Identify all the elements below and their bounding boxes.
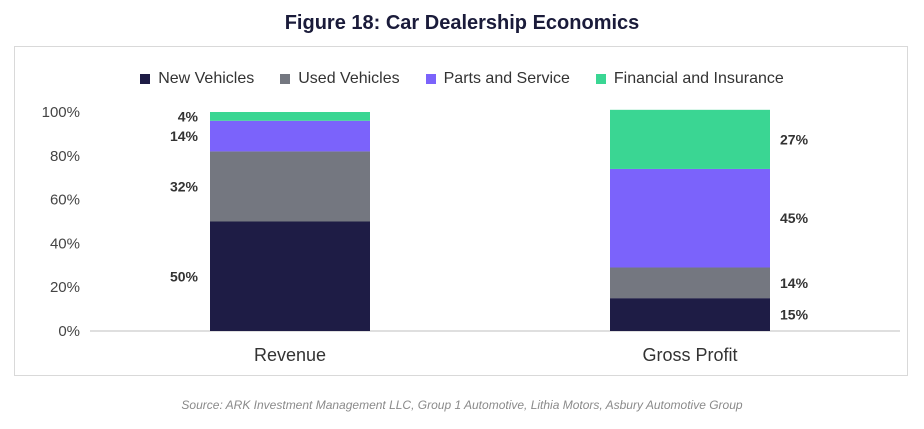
y-tick-label: 20%: [50, 279, 80, 296]
legend-label: Parts and Service: [443, 70, 570, 87]
bar-segment: [610, 109, 770, 169]
legend-swatch: [280, 74, 291, 84]
legend-label: Used Vehicles: [298, 70, 400, 87]
legend-swatch: [140, 74, 151, 84]
y-tick-label: 100%: [42, 104, 80, 121]
legend-swatch: [595, 74, 606, 84]
bar-segment: [210, 221, 370, 331]
data-label: 32%: [170, 178, 199, 194]
legend-item: New Vehicles: [140, 70, 254, 88]
chart-title: Figure 18: Car Dealership Economics: [284, 12, 640, 34]
category-label: Gross Profit: [642, 345, 737, 365]
bar-segment: [210, 120, 370, 152]
legend-item: Financial and Insurance: [595, 70, 784, 88]
bar-segment: [610, 298, 770, 331]
data-label: 27%: [780, 131, 809, 147]
legend-item: Used Vehicles: [280, 70, 400, 88]
legend-label: Financial and Insurance: [613, 70, 784, 87]
data-label: 14%: [170, 128, 199, 144]
bar-segment: [610, 168, 770, 268]
data-label: 14%: [780, 275, 809, 291]
y-tick-label: 0%: [58, 323, 80, 340]
y-tick-label: 60%: [50, 192, 80, 209]
legend: New Vehicles Used Vehicles Parts and Servi…: [0, 70, 924, 88]
legend-item: Parts and Service: [425, 70, 570, 88]
y-tick-label: 40%: [50, 235, 80, 252]
y-tick-label: 80%: [50, 148, 80, 165]
data-label: 15%: [780, 307, 809, 323]
category-label: Revenue: [254, 345, 326, 365]
bar-segment: [210, 151, 370, 222]
data-label: 4%: [178, 108, 199, 124]
source-note: Source: ARK Investment Management LLC, G…: [181, 398, 743, 412]
bar-segment: [210, 112, 370, 121]
data-label: 45%: [780, 210, 809, 226]
data-label: 50%: [170, 268, 199, 284]
bar-segment: [610, 267, 770, 299]
legend-swatch: [425, 74, 436, 84]
legend-label: New Vehicles: [158, 70, 255, 87]
